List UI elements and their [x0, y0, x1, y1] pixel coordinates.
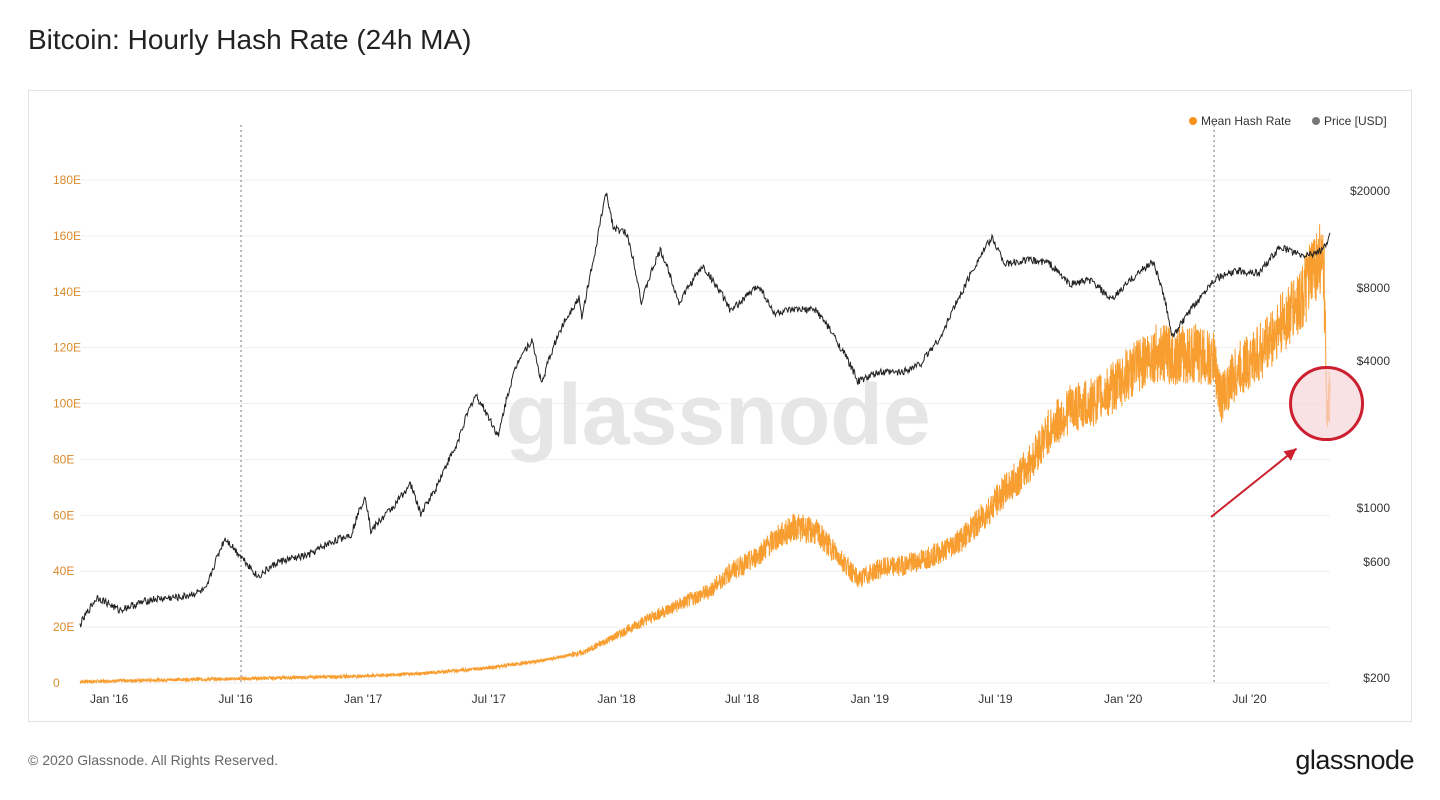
y-tick-left: 0 [53, 676, 60, 690]
annotation-layer [1210, 366, 1365, 518]
x-tick: Jan '18 [597, 692, 636, 706]
x-tick: Jan '16 [90, 692, 129, 706]
legend-label-price[interactable]: Price [USD] [1324, 114, 1387, 128]
y-tick-right: $600 [1363, 555, 1390, 569]
y-tick-left: 100E [53, 397, 81, 411]
x-tick: Jan '19 [851, 692, 890, 706]
highlight-circle [1289, 366, 1365, 442]
y-tick-left: 60E [53, 508, 74, 522]
highlight-arrow [1210, 447, 1298, 518]
chart-panel [28, 90, 1412, 722]
page-title: Bitcoin: Hourly Hash Rate (24h MA) [28, 24, 472, 55]
y-tick-left: 120E [53, 341, 81, 355]
y-axis-left: 0 20E 40E 60E 80E 100E 120E 140E 160E 180E [53, 173, 81, 690]
y-tick-left: 40E [53, 564, 74, 578]
y-tick-right: $1000 [1357, 501, 1391, 515]
x-tick: Jul '20 [1232, 692, 1267, 706]
y-tick-right: $4000 [1357, 354, 1391, 368]
y-tick-left: 160E [53, 229, 81, 243]
x-tick: Jul '17 [472, 692, 507, 706]
legend-swatch-price [1312, 117, 1320, 125]
series-price-usd [79, 192, 1331, 628]
series-mean-hash-rate [79, 224, 1331, 685]
y-tick-left: 80E [53, 452, 74, 466]
y-tick-right: $20000 [1350, 184, 1390, 198]
x-tick: Jul '19 [978, 692, 1013, 706]
series-layer [79, 192, 1331, 685]
x-tick: Jul '16 [218, 692, 253, 706]
x-axis: Jan '16 Jul '16 Jan '17 Jul '17 Jan '18 Jul '… [90, 692, 1267, 706]
y-tick-left: 140E [53, 285, 81, 299]
y-axis-right: $200 $600 $1000 $4000 $8000 $20000 [1350, 184, 1390, 685]
legend[interactable]: Mean Hash Rate Price [USD] [1189, 114, 1387, 128]
watermark: glassnode [505, 367, 930, 463]
legend-label-hash[interactable]: Mean Hash Rate [1201, 114, 1291, 128]
legend-swatch-hash [1189, 117, 1197, 125]
x-tick: Jan '20 [1104, 692, 1143, 706]
y-tick-right: $200 [1363, 671, 1390, 685]
x-tick: Jan '17 [344, 692, 383, 706]
copyright: © 2020 Glassnode. All Rights Reserved. [28, 752, 279, 768]
y-tick-right: $8000 [1357, 281, 1391, 295]
x-tick: Jul '18 [725, 692, 760, 706]
y-tick-left: 180E [53, 173, 81, 187]
brand-logo[interactable]: glassnode [1295, 745, 1414, 775]
y-tick-left: 20E [53, 620, 74, 634]
event-lines [240, 125, 1215, 683]
